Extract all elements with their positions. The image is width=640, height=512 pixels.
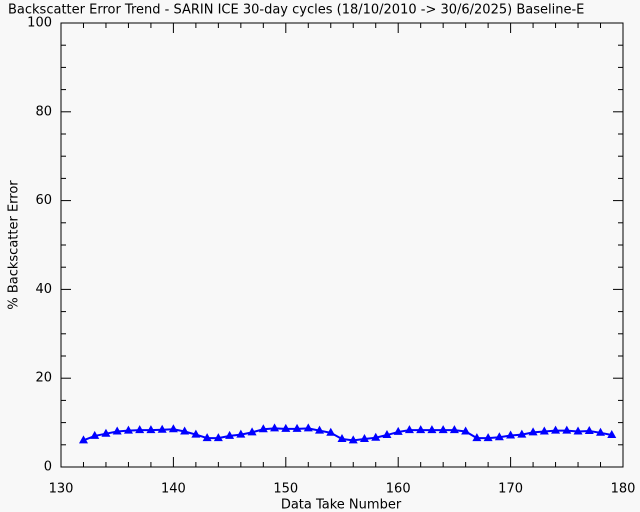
data-marker bbox=[202, 433, 212, 442]
data-marker bbox=[461, 426, 471, 435]
y-tick-label: 100 bbox=[27, 16, 52, 31]
data-marker bbox=[371, 432, 381, 441]
data-marker bbox=[146, 425, 156, 434]
y-tick-label: 60 bbox=[35, 193, 52, 208]
data-marker bbox=[90, 430, 100, 439]
data-marker bbox=[326, 427, 336, 436]
x-axis-label: Data Take Number bbox=[281, 498, 402, 512]
data-marker bbox=[101, 428, 111, 437]
data-marker bbox=[539, 426, 549, 435]
data-marker bbox=[416, 425, 426, 434]
data-marker bbox=[438, 425, 448, 434]
data-marker bbox=[168, 424, 178, 433]
data-marker bbox=[483, 433, 493, 442]
data-marker bbox=[551, 425, 561, 434]
y-axis-label: % Backscatter Error bbox=[7, 180, 22, 310]
data-marker bbox=[270, 423, 280, 432]
data-marker bbox=[382, 430, 392, 439]
x-tick-label: 180 bbox=[611, 482, 636, 497]
chart-title: Backscatter Error Trend - SARIN ICE 30-d… bbox=[8, 3, 584, 18]
data-marker bbox=[449, 425, 459, 434]
data-marker bbox=[506, 430, 516, 439]
data-marker bbox=[596, 427, 606, 436]
data-marker bbox=[517, 429, 527, 438]
data-marker bbox=[584, 426, 594, 435]
data-marker bbox=[472, 433, 482, 442]
data-marker bbox=[573, 426, 583, 435]
data-marker bbox=[213, 433, 223, 442]
data-marker bbox=[303, 423, 313, 432]
data-marker bbox=[157, 424, 167, 433]
data-marker bbox=[135, 425, 145, 434]
y-tick-label: 0 bbox=[44, 460, 52, 475]
data-marker bbox=[404, 425, 414, 434]
data-marker bbox=[247, 427, 257, 436]
data-marker bbox=[123, 425, 133, 434]
data-marker bbox=[607, 430, 617, 439]
data-marker bbox=[393, 426, 403, 435]
x-tick-label: 170 bbox=[498, 482, 523, 497]
data-marker bbox=[427, 425, 437, 434]
plot-frame bbox=[60, 22, 624, 468]
data-marker bbox=[359, 434, 369, 443]
x-tick-label: 130 bbox=[49, 482, 74, 497]
data-marker bbox=[337, 434, 347, 443]
data-marker bbox=[494, 432, 504, 441]
data-marker bbox=[528, 427, 538, 436]
data-marker bbox=[191, 429, 201, 438]
data-marker bbox=[562, 425, 572, 434]
data-marker bbox=[78, 435, 88, 444]
x-tick-label: 160 bbox=[386, 482, 411, 497]
y-tick-label: 20 bbox=[35, 371, 52, 386]
x-tick-label: 140 bbox=[161, 482, 186, 497]
x-tick-label: 150 bbox=[273, 482, 298, 497]
data-marker bbox=[112, 426, 122, 435]
y-tick-label: 40 bbox=[35, 282, 52, 297]
data-marker bbox=[315, 425, 325, 434]
data-marker bbox=[180, 426, 190, 435]
data-marker bbox=[258, 424, 268, 433]
data-marker bbox=[236, 429, 246, 438]
data-marker bbox=[225, 430, 235, 439]
data-marker bbox=[281, 423, 291, 432]
data-marker bbox=[348, 435, 358, 444]
y-tick-label: 80 bbox=[35, 104, 52, 119]
data-marker bbox=[292, 423, 302, 432]
